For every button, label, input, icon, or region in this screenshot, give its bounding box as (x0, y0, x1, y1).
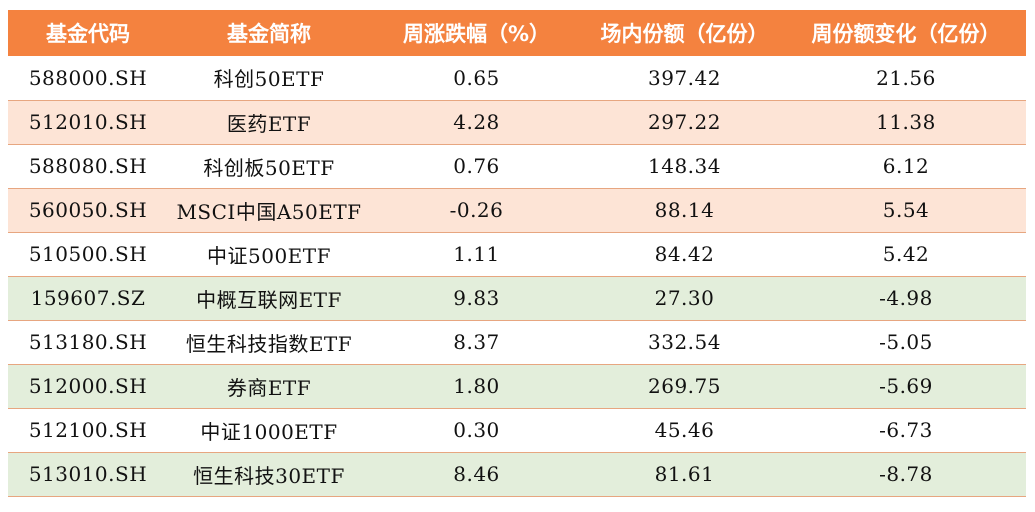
cell-fund-code: 560050.SH (28, 198, 148, 222)
cell-fund-name: 医药ETF (226, 111, 312, 136)
cell-weekly-share-change: -5.69 (879, 374, 933, 398)
cell-weekly-change-pct: 0.30 (453, 418, 500, 442)
cell-fund-code: 512010.SH (28, 110, 148, 134)
table-row: 512100.SH 中证1000ETF 0.30 45.46 -6.73 (8, 408, 1026, 452)
cell-exchange-shares: 81.61 (654, 462, 715, 486)
cell-weekly-change-pct: 9.83 (453, 286, 500, 310)
cell-fund-code: 513180.SH (28, 330, 148, 354)
table-row: 588080.SH 科创板50ETF 0.76 148.34 6.12 (8, 144, 1026, 188)
cell-weekly-share-change: 11.38 (876, 110, 936, 134)
cell-weekly-share-change: 6.12 (882, 154, 930, 178)
etf-share-table: 基金代码 基金简称 周涨跌幅（%） 场内份额（亿份） 周份额变化（亿份） 588… (8, 10, 1026, 497)
header-weekly-share-change: 周份额变化（亿份） (811, 22, 1001, 46)
table-row: 513010.SH 恒生科技30ETF 8.46 81.61 -8.78 (8, 452, 1026, 496)
cell-fund-name: 中证500ETF (207, 243, 331, 268)
cell-exchange-shares: 397.42 (648, 65, 721, 90)
cell-exchange-shares: 148.34 (648, 154, 721, 178)
header-fund-code: 基金代码 (46, 22, 130, 46)
cell-fund-code: 588000.SH (28, 65, 148, 90)
cell-exchange-shares: 332.54 (648, 330, 721, 354)
table-row: 512000.SH 券商ETF 1.80 269.75 -5.69 (8, 364, 1026, 408)
header-exchange-shares: 场内份额（亿份） (600, 22, 769, 46)
cell-weekly-share-change: -8.78 (879, 462, 933, 486)
cell-fund-code: 510500.SH (28, 242, 148, 266)
cell-fund-name: 恒生科技30ETF (193, 463, 345, 488)
table-row: 159607.SZ 中概互联网ETF 9.83 27.30 -4.98 (8, 276, 1026, 320)
cell-fund-name: 科创50ETF (213, 67, 325, 92)
cell-weekly-change-pct: 8.37 (453, 330, 500, 354)
header-fund-name: 基金简称 (227, 22, 311, 46)
cell-exchange-shares: 297.22 (648, 110, 721, 134)
cell-fund-code: 588080.SH (28, 154, 148, 178)
cell-fund-name: 中证1000ETF (200, 419, 338, 444)
table-row: 513180.SH 恒生科技指数ETF 8.37 332.54 -5.05 (8, 320, 1026, 364)
cell-exchange-shares: 27.30 (654, 286, 715, 310)
cell-fund-name: 券商ETF (226, 375, 312, 400)
cell-weekly-change-pct: 1.11 (453, 242, 500, 266)
cell-fund-name: 科创板50ETF (203, 155, 335, 180)
cell-weekly-share-change: -4.98 (879, 286, 933, 310)
cell-fund-name: 恒生科技指数ETF (185, 331, 353, 356)
cell-weekly-change-pct: 4.28 (453, 110, 500, 134)
cell-fund-code: 513010.SH (28, 462, 148, 486)
cell-weekly-change-pct: -0.26 (449, 198, 504, 222)
cell-fund-name: 中概互联网ETF (196, 287, 342, 312)
cell-weekly-share-change: 21.56 (876, 65, 936, 90)
cell-weekly-change-pct: 8.46 (453, 462, 500, 486)
table-row: 588000.SH 科创50ETF 0.65 397.42 21.56 (8, 56, 1026, 100)
cell-weekly-share-change: -6.73 (879, 418, 933, 442)
cell-weekly-change-pct: 1.80 (453, 374, 500, 398)
table-header: 基金代码 基金简称 周涨跌幅（%） 场内份额（亿份） 周份额变化（亿份） (8, 10, 1026, 56)
header-weekly-change-pct: 周涨跌幅（%） (402, 22, 551, 46)
cell-weekly-share-change: -5.05 (879, 330, 933, 354)
cell-fund-code: 512100.SH (28, 418, 148, 442)
cell-exchange-shares: 84.42 (654, 242, 715, 266)
cell-weekly-change-pct: 0.65 (453, 65, 500, 90)
cell-fund-code: 159607.SZ (30, 286, 146, 310)
cell-fund-name: MSCI中国A50ETF (176, 199, 362, 224)
cell-weekly-share-change: 5.54 (882, 198, 930, 222)
cell-exchange-shares: 269.75 (648, 374, 721, 398)
table-row: 560050.SH MSCI中国A50ETF -0.26 88.14 5.54 (8, 188, 1026, 232)
cell-exchange-shares: 88.14 (654, 198, 715, 222)
header-row: 基金代码 基金简称 周涨跌幅（%） 场内份额（亿份） 周份额变化（亿份） (8, 10, 1026, 56)
cell-weekly-share-change: 5.42 (882, 242, 930, 266)
table-body: 588000.SH 科创50ETF 0.65 397.42 21.56 512010.SH… (8, 56, 1026, 496)
data-table: 基金代码 基金简称 周涨跌幅（%） 场内份额（亿份） 周份额变化（亿份） 588… (8, 10, 1026, 497)
cell-fund-code: 512000.SH (28, 374, 148, 398)
table-row: 512010.SH 医药ETF 4.28 297.22 11.38 (8, 100, 1026, 144)
cell-exchange-shares: 45.46 (654, 418, 715, 442)
cell-weekly-change-pct: 0.76 (453, 154, 500, 178)
table-row: 510500.SH 中证500ETF 1.11 84.42 5.42 (8, 232, 1026, 276)
